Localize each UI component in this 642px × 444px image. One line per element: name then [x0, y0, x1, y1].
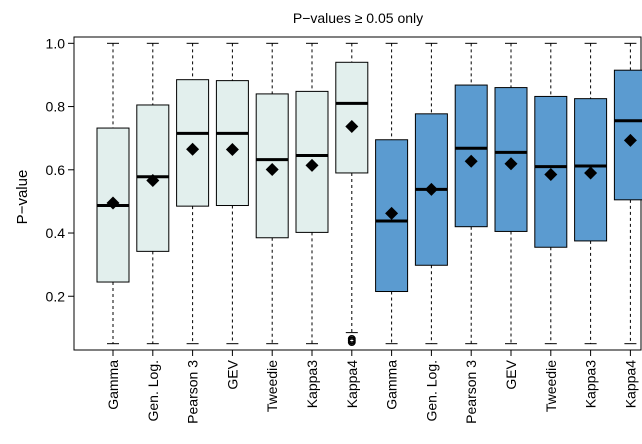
- x-tick-label: Gamma: [105, 360, 121, 410]
- y-axis-label: P−value: [14, 170, 31, 225]
- box-12: [534, 42, 568, 345]
- mean-marker: [305, 158, 319, 172]
- mean-marker: [225, 143, 239, 157]
- x-tick-label: GEV: [503, 359, 519, 389]
- mean-marker: [385, 206, 399, 220]
- box-8: [375, 42, 409, 345]
- box-11: [494, 42, 528, 345]
- chart-title: P−values ≥ 0.05 only: [293, 10, 423, 26]
- x-tick-label: Gen. Log.: [145, 360, 161, 422]
- mean-marker: [623, 133, 637, 147]
- mean-marker: [464, 154, 478, 168]
- box-9: [414, 42, 448, 345]
- mean-marker: [146, 174, 160, 188]
- box-2: [136, 42, 170, 345]
- x-tick-label: Gen. Log.: [423, 360, 439, 422]
- y-tick-label: 0.4: [46, 225, 66, 241]
- mean-marker: [544, 168, 558, 182]
- mean-marker: [584, 166, 598, 180]
- box-7: [335, 42, 369, 347]
- iqr-box: [613, 69, 642, 201]
- box-13: [574, 42, 608, 345]
- box-6: [295, 42, 329, 345]
- box-14: [613, 42, 642, 345]
- mean-marker: [265, 162, 279, 176]
- y-tick-label: 1.0: [46, 35, 66, 51]
- mean-marker: [424, 182, 438, 196]
- box-1: [96, 42, 130, 345]
- y-tick-label: 0.2: [46, 288, 66, 304]
- x-tick-label: Pearson 3: [185, 360, 201, 424]
- x-tick-label: Kappa4: [344, 360, 360, 408]
- plot-area: 0.2 0.4 0.6 0.8 1.0 Gamma Gen. Log. Pearson 3 GE…: [46, 35, 642, 424]
- y-tick-label: 0.8: [46, 99, 66, 115]
- y-tick-label: 0.6: [46, 162, 66, 178]
- outlier-point: [347, 334, 356, 343]
- box-4: [215, 42, 249, 345]
- x-tick-label: Pearson 3: [463, 360, 479, 424]
- iqr-box: [255, 93, 289, 239]
- mean-marker: [345, 119, 359, 133]
- box-3: [176, 42, 210, 345]
- x-tick-label: Kappa3: [583, 360, 599, 408]
- mean-marker: [106, 196, 120, 210]
- x-tick-label: GEV: [224, 359, 240, 389]
- iqr-box: [335, 61, 369, 174]
- mean-marker: [504, 157, 518, 171]
- x-tick-label: Kappa3: [304, 360, 320, 408]
- x-tick-label: Tweedie: [543, 360, 559, 412]
- x-tick-label: Kappa4: [622, 360, 638, 408]
- box-5: [255, 42, 289, 345]
- iqr-box: [215, 80, 249, 207]
- x-tick-label: Tweedie: [264, 360, 280, 412]
- x-tick-label: Gamma: [384, 360, 400, 410]
- box-10: [454, 42, 488, 345]
- mean-marker: [186, 142, 200, 156]
